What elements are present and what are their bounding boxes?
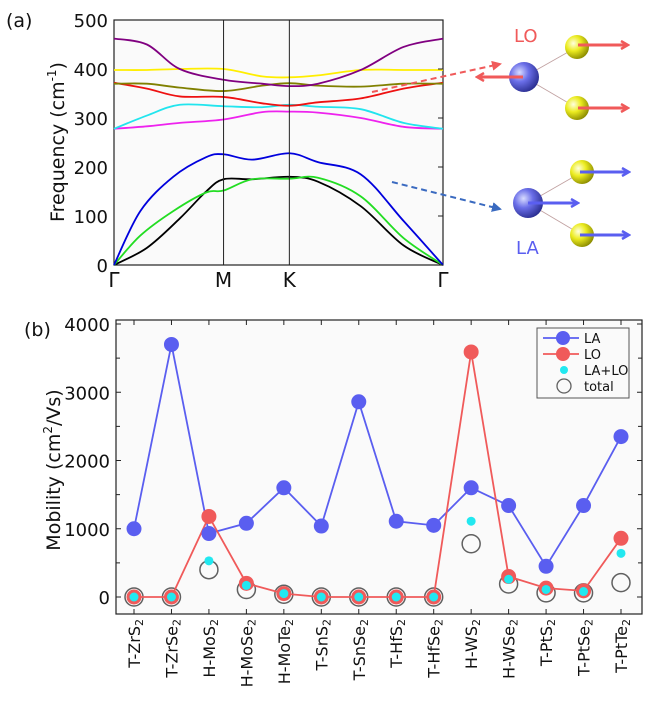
y-tick-label: 200	[74, 158, 108, 179]
la-lo-point	[466, 516, 476, 526]
x-tick-label: T-ZrS2	[125, 619, 146, 669]
y-tick-label: 300	[74, 109, 108, 130]
panel-label-b: (b)	[24, 319, 51, 341]
la-lo-point	[429, 592, 439, 602]
plot-b-axes: 0 1000 2000 3000 4000 T-ZrS2 T-ZrSe2 H-MoS2 H-Mo…	[64, 315, 642, 687]
panel-label-a: (a)	[6, 10, 32, 32]
y-axis-label-a: Frequency (cm-1)	[45, 62, 69, 222]
y-tick-label: 1000	[64, 520, 110, 541]
la-lo-point	[579, 587, 589, 597]
y-tick-label: 4000	[64, 315, 110, 336]
la-point	[163, 336, 179, 352]
y-tick-label: 0	[99, 588, 110, 609]
la-point	[276, 480, 292, 496]
band-acoustic-2	[113, 175, 444, 266]
la-pointer-arrow	[391, 181, 502, 212]
lo-point	[613, 530, 629, 546]
band-optical-purple	[113, 37, 444, 88]
la-lo-point	[166, 592, 176, 602]
legend-label: LA+LO	[584, 364, 628, 379]
y-tick-label: 0	[97, 256, 108, 277]
la-point	[351, 394, 367, 410]
legend-marker	[560, 366, 568, 374]
legend-label: total	[584, 380, 614, 395]
plot-b-series	[124, 336, 631, 607]
x-tick-label: T-ZrSe2	[162, 619, 183, 679]
metal-atom-lo	[509, 62, 539, 92]
x-tick-label: T-HfS2	[387, 619, 408, 669]
la-lo-point	[129, 592, 139, 602]
la-lo-point	[504, 574, 514, 584]
x-tick-label: H-MoSe2	[237, 619, 258, 687]
plot-a-series	[113, 37, 444, 266]
x-tick-label: M	[215, 268, 232, 292]
band-acoustic-3	[113, 152, 444, 266]
band-optical-olive	[113, 82, 444, 92]
chalcogen-atom-lo-top	[565, 35, 589, 59]
y-tick-label: 3000	[64, 383, 110, 404]
la-lo-point	[316, 592, 326, 602]
x-tick-label: K	[283, 268, 297, 292]
legend-marker	[556, 378, 572, 394]
lo-label: LO	[514, 26, 538, 47]
band-optical-red	[113, 81, 444, 107]
chalcogen-atom-lo-bottom	[565, 96, 589, 120]
x-tick-label: H-MoTe2	[275, 619, 296, 684]
la-lo-point	[391, 592, 401, 602]
y-tick-label: 100	[74, 207, 108, 228]
la-point	[426, 517, 442, 533]
la-lo-point	[541, 584, 551, 594]
x-tick-label: T-SnSe2	[350, 619, 371, 681]
la-point	[538, 558, 554, 574]
x-tick-label: T-SnS2	[312, 619, 333, 672]
x-tick-label: Γ	[108, 268, 120, 292]
lo-pointer-arrow	[371, 60, 502, 93]
la-lo-point	[354, 592, 364, 602]
la-point	[388, 513, 404, 529]
la-point	[463, 480, 479, 496]
x-tick-label: Γ	[437, 268, 449, 292]
la-label: LA	[516, 238, 539, 259]
la-point	[126, 521, 142, 537]
la-lo-point	[279, 589, 289, 599]
lo-point	[201, 508, 217, 524]
la-point	[238, 515, 254, 531]
band-optical-magenta	[113, 110, 444, 130]
y-tick-label: 400	[74, 60, 108, 81]
legend-label: LO	[584, 348, 601, 363]
total-point	[611, 572, 631, 593]
legend-box	[536, 327, 630, 399]
legend-marker	[556, 347, 570, 361]
la-point	[313, 518, 329, 534]
total-point	[461, 534, 481, 554]
x-tick-label: T-PtTe2	[612, 619, 633, 674]
y-tick-label: 2000	[64, 452, 110, 473]
la-point	[576, 498, 592, 514]
la-lo-point	[616, 548, 626, 558]
band-optical-yellow	[113, 67, 443, 79]
vibration-schematic: LO LA	[371, 26, 628, 259]
la-point	[501, 498, 517, 514]
x-tick-label: H-MoS2	[200, 619, 221, 678]
y-axis-label-b: Mobility (cm2/Vs)	[41, 389, 65, 550]
mobility-panel: (b) 0 1000 2000 3000 4000 T-ZrS2 T-ZrSe2 H-MoS2…	[24, 315, 643, 687]
x-tick-label: T-PtS2	[537, 619, 558, 667]
legend-marker	[556, 331, 570, 345]
legend-label: LA	[584, 332, 601, 347]
la-lo-point	[241, 580, 251, 590]
x-tick-label: T-HfSe2	[425, 619, 446, 679]
la-point	[613, 429, 629, 445]
x-tick-label: H-WSe2	[500, 619, 521, 679]
lo-point	[463, 344, 479, 360]
la-point	[201, 526, 217, 542]
x-tick-label: T-PtSe2	[575, 619, 596, 677]
y-tick-label: 500	[74, 11, 108, 32]
x-tick-label: H-WS2	[462, 619, 483, 669]
la-lo-point	[204, 556, 214, 566]
